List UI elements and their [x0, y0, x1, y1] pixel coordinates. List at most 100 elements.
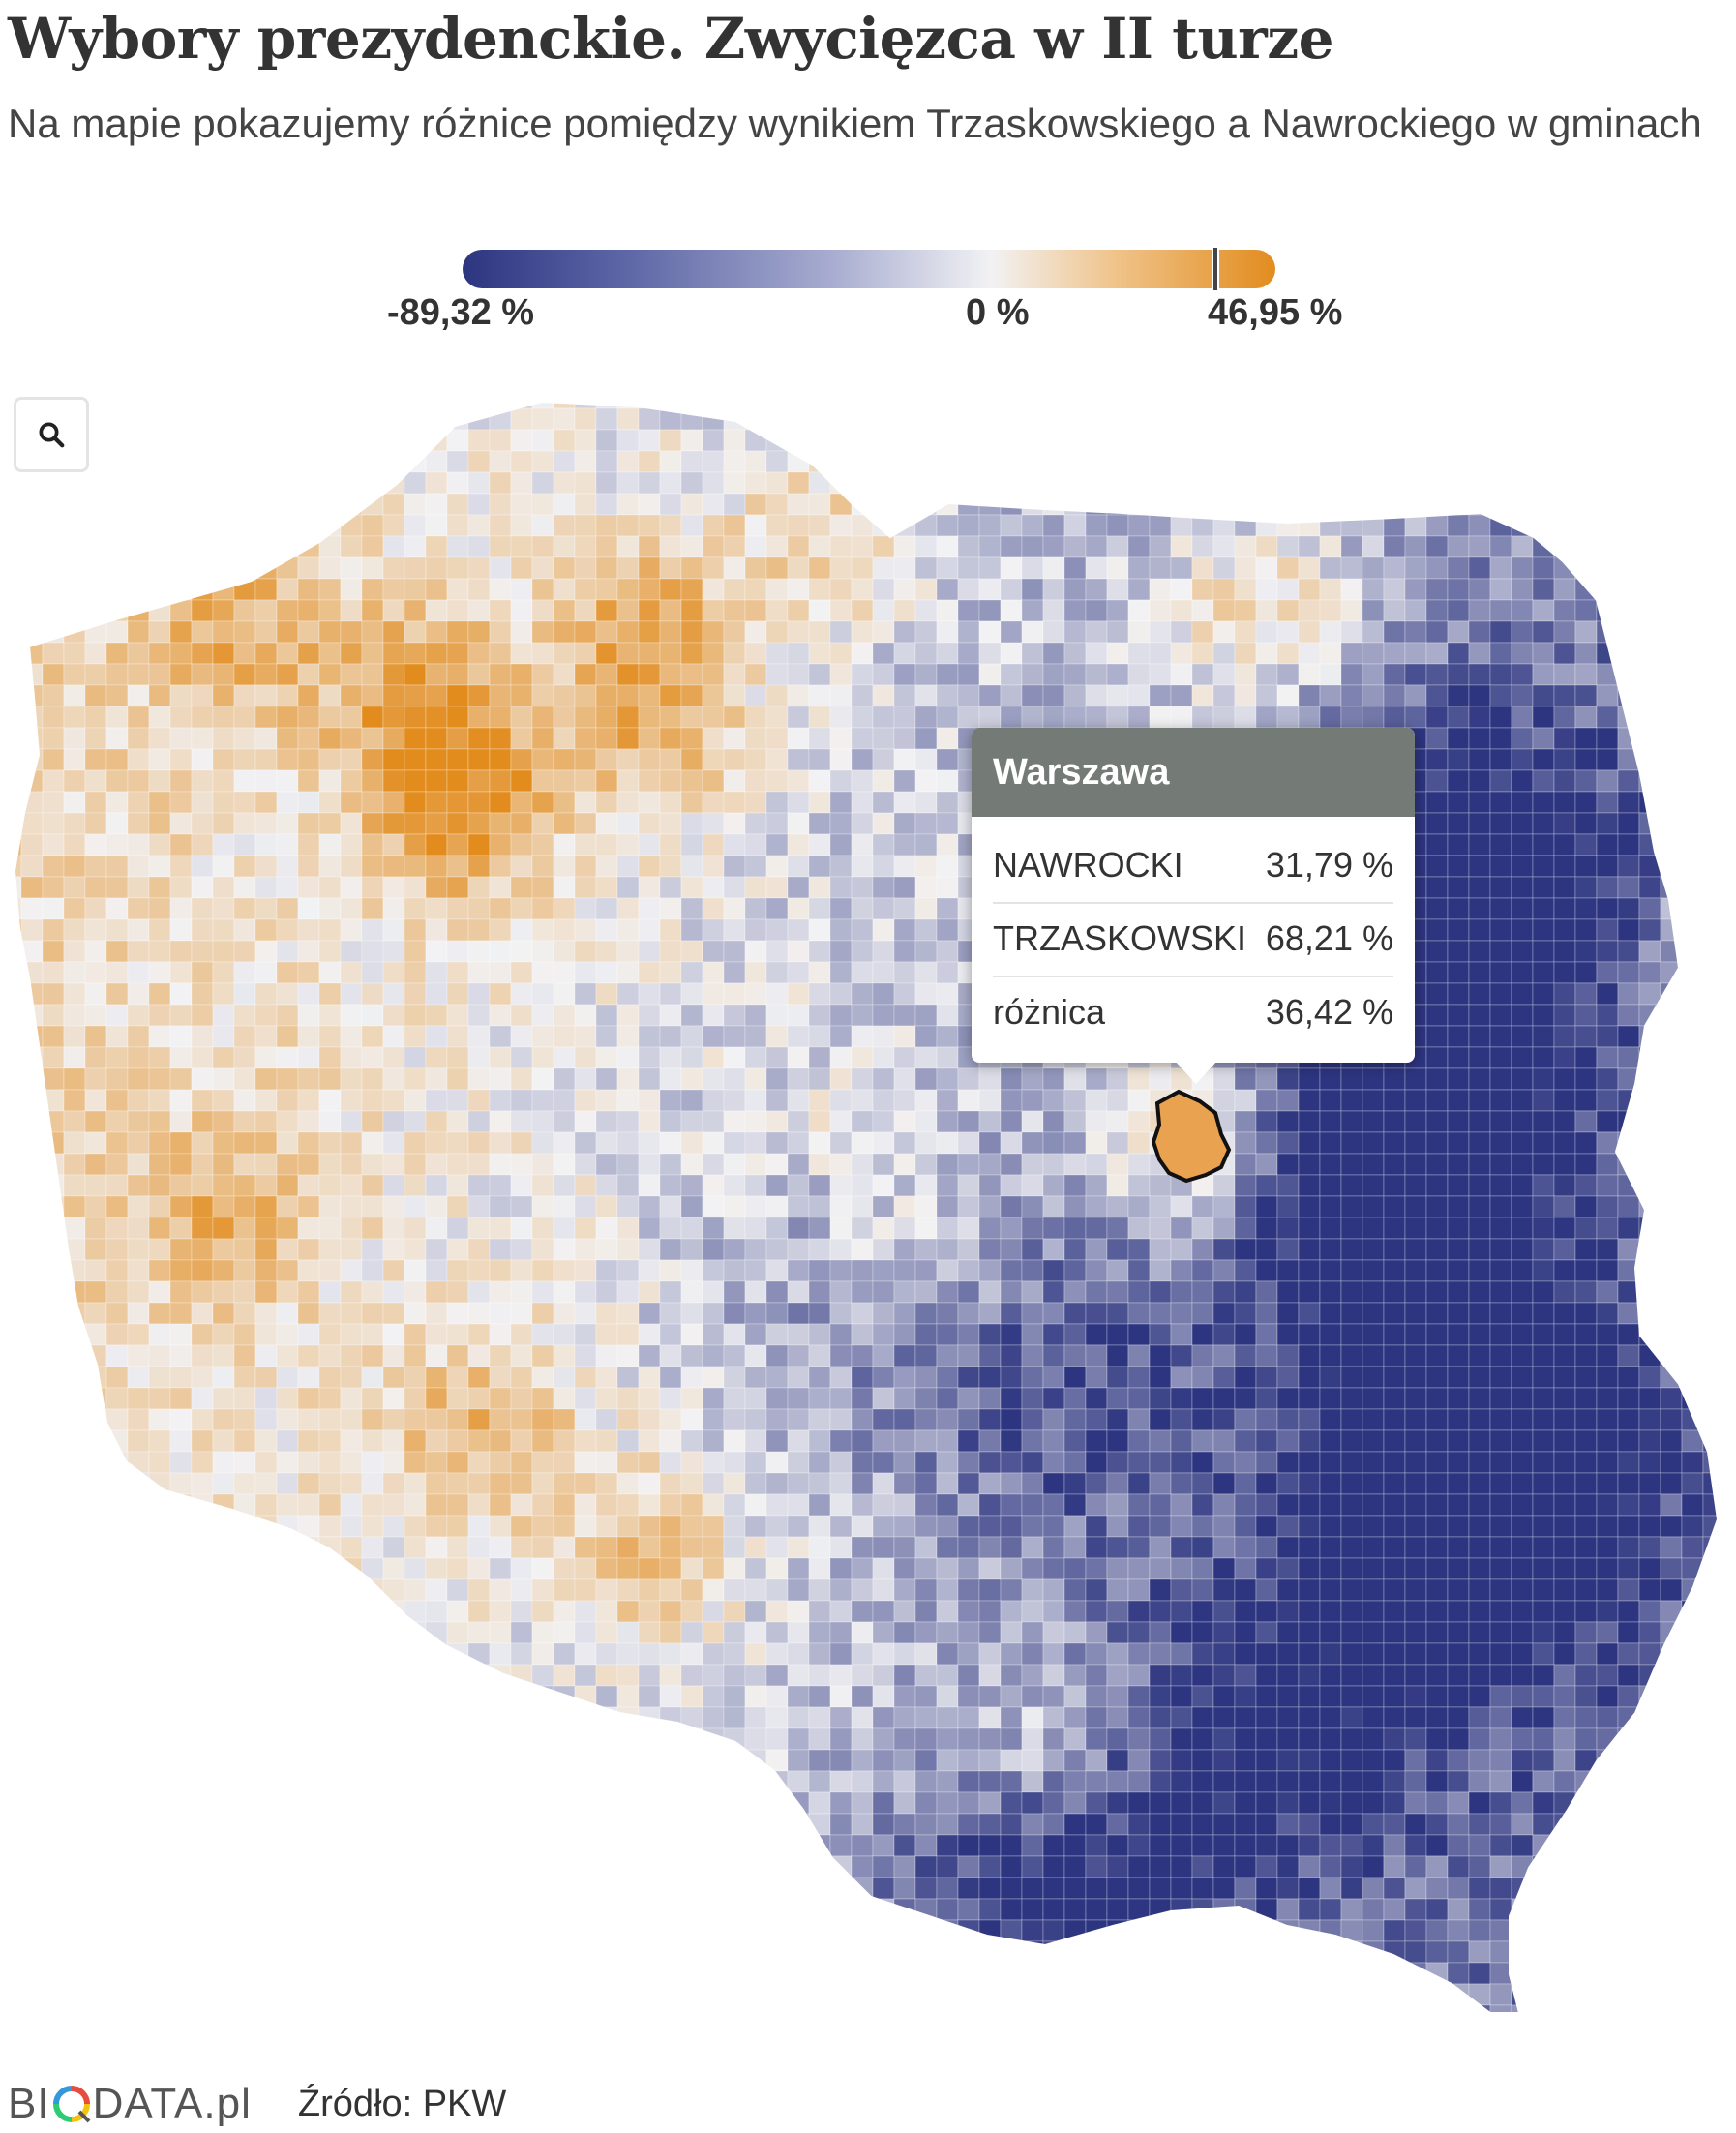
gmina-cell[interactable] [702, 1408, 725, 1431]
gmina-cell[interactable] [1085, 620, 1108, 644]
gmina-cell[interactable] [957, 1110, 980, 1133]
gmina-cell[interactable] [1596, 1536, 1619, 1559]
gmina-cell[interactable] [1681, 769, 1704, 793]
gmina-cell[interactable] [1425, 387, 1449, 409]
gmina-cell[interactable] [169, 535, 193, 558]
gmina-cell[interactable] [361, 450, 384, 473]
gmina-cell[interactable] [20, 684, 44, 707]
gmina-cell[interactable] [531, 940, 554, 963]
gmina-cell[interactable] [1511, 918, 1534, 942]
gmina-cell[interactable] [1532, 961, 1555, 984]
gmina-cell[interactable] [1596, 1515, 1619, 1538]
gmina-cell[interactable] [1191, 1429, 1214, 1453]
gmina-cell[interactable] [616, 599, 640, 622]
gmina-cell[interactable] [404, 556, 427, 580]
gmina-cell[interactable] [787, 1110, 810, 1133]
gmina-cell[interactable] [0, 855, 22, 878]
gmina-cell[interactable] [1553, 1578, 1576, 1602]
gmina-cell[interactable] [659, 1195, 682, 1218]
gmina-cell[interactable] [1532, 940, 1555, 963]
gmina-cell[interactable] [1063, 1578, 1087, 1602]
gmina-cell[interactable] [1404, 706, 1427, 729]
gmina-cell[interactable] [1404, 578, 1427, 601]
gmina-cell[interactable] [361, 387, 384, 409]
gmina-cell[interactable] [1724, 941, 1736, 962]
gmina-cell[interactable] [1276, 407, 1300, 431]
gmina-cell[interactable] [1553, 1472, 1576, 1495]
gmina-cell[interactable] [787, 706, 810, 729]
gmina-cell[interactable] [1553, 450, 1576, 473]
gmina-cell[interactable] [1702, 1238, 1724, 1261]
gmina-cell[interactable] [1447, 1110, 1470, 1133]
gmina-cell[interactable] [105, 706, 129, 729]
gmina-cell[interactable] [574, 429, 597, 452]
gmina-cell[interactable] [595, 1302, 618, 1325]
gmina-cell[interactable] [936, 897, 959, 920]
gmina-cell[interactable] [1362, 1408, 1385, 1431]
gmina-cell[interactable] [127, 897, 150, 920]
gmina-cell[interactable] [1063, 1238, 1087, 1261]
gmina-cell[interactable] [531, 1664, 554, 1687]
gmina-cell[interactable] [169, 556, 193, 580]
gmina-cell[interactable] [553, 450, 576, 473]
gmina-cell[interactable] [1489, 1578, 1512, 1602]
gmina-cell[interactable] [233, 1259, 256, 1282]
gmina-cell[interactable] [1596, 791, 1619, 814]
gmina-cell[interactable] [1127, 1429, 1151, 1453]
gmina-cell[interactable] [978, 1217, 1002, 1240]
gmina-cell[interactable] [1106, 1536, 1129, 1559]
gmina-cell[interactable] [893, 940, 916, 963]
gmina-cell[interactable] [1340, 1067, 1363, 1091]
gmina-cell[interactable] [233, 918, 256, 942]
gmina-cell[interactable] [574, 1302, 597, 1325]
gmina-cell[interactable] [1468, 1557, 1491, 1580]
gmina-cell[interactable] [851, 1153, 874, 1176]
gmina-cell[interactable] [105, 833, 129, 856]
gmina-cell[interactable] [254, 1004, 278, 1027]
gmina-cell[interactable] [1596, 833, 1619, 856]
gmina-cell[interactable] [1468, 1429, 1491, 1453]
gmina-cell[interactable] [1425, 1557, 1449, 1580]
gmina-cell[interactable] [1532, 1642, 1555, 1666]
gmina-cell[interactable] [765, 1089, 789, 1112]
gmina-cell[interactable] [914, 1621, 938, 1644]
gmina-cell[interactable] [957, 1664, 980, 1687]
gmina-cell[interactable] [1425, 1238, 1449, 1261]
gmina-cell[interactable] [382, 1089, 405, 1112]
gmina-cell[interactable] [936, 514, 959, 537]
gmina-cell[interactable] [467, 1621, 491, 1644]
gmina-cell[interactable] [510, 1472, 533, 1495]
gmina-cell[interactable] [851, 769, 874, 793]
gmina-cell[interactable] [20, 1131, 44, 1155]
gmina-cell[interactable] [467, 514, 491, 537]
gmina-cell[interactable] [893, 1600, 916, 1623]
gmina-cell[interactable] [914, 812, 938, 835]
gmina-cell[interactable] [872, 471, 895, 495]
gmina-cell[interactable] [1234, 1302, 1257, 1325]
gmina-cell[interactable] [595, 514, 618, 537]
gmina-cell[interactable] [1532, 1280, 1555, 1304]
gmina-cell[interactable] [616, 791, 640, 814]
gmina-cell[interactable] [1319, 1642, 1342, 1666]
gmina-cell[interactable] [1574, 1174, 1598, 1197]
gmina-cell[interactable] [787, 1131, 810, 1155]
gmina-cell[interactable] [489, 1259, 512, 1282]
gmina-cell[interactable] [467, 578, 491, 601]
gmina-cell[interactable] [787, 387, 810, 409]
gmina-cell[interactable] [978, 1536, 1002, 1559]
gmina-cell[interactable] [1489, 1174, 1512, 1197]
gmina-cell[interactable] [702, 1302, 725, 1325]
gmina-cell[interactable] [1532, 684, 1555, 707]
gmina-cell[interactable] [893, 1110, 916, 1133]
gmina-cell[interactable] [1170, 556, 1193, 580]
gmina-cell[interactable] [1660, 663, 1683, 686]
gmina-cell[interactable] [276, 599, 299, 622]
gmina-cell[interactable] [787, 429, 810, 452]
gmina-cell[interactable] [1362, 493, 1385, 516]
gmina-cell[interactable] [1489, 1067, 1512, 1091]
gmina-cell[interactable] [1574, 1472, 1598, 1495]
gmina-cell[interactable] [1191, 1217, 1214, 1240]
gmina-cell[interactable] [1681, 1344, 1704, 1367]
gmina-cell[interactable] [914, 620, 938, 644]
gmina-cell[interactable] [914, 1344, 938, 1367]
